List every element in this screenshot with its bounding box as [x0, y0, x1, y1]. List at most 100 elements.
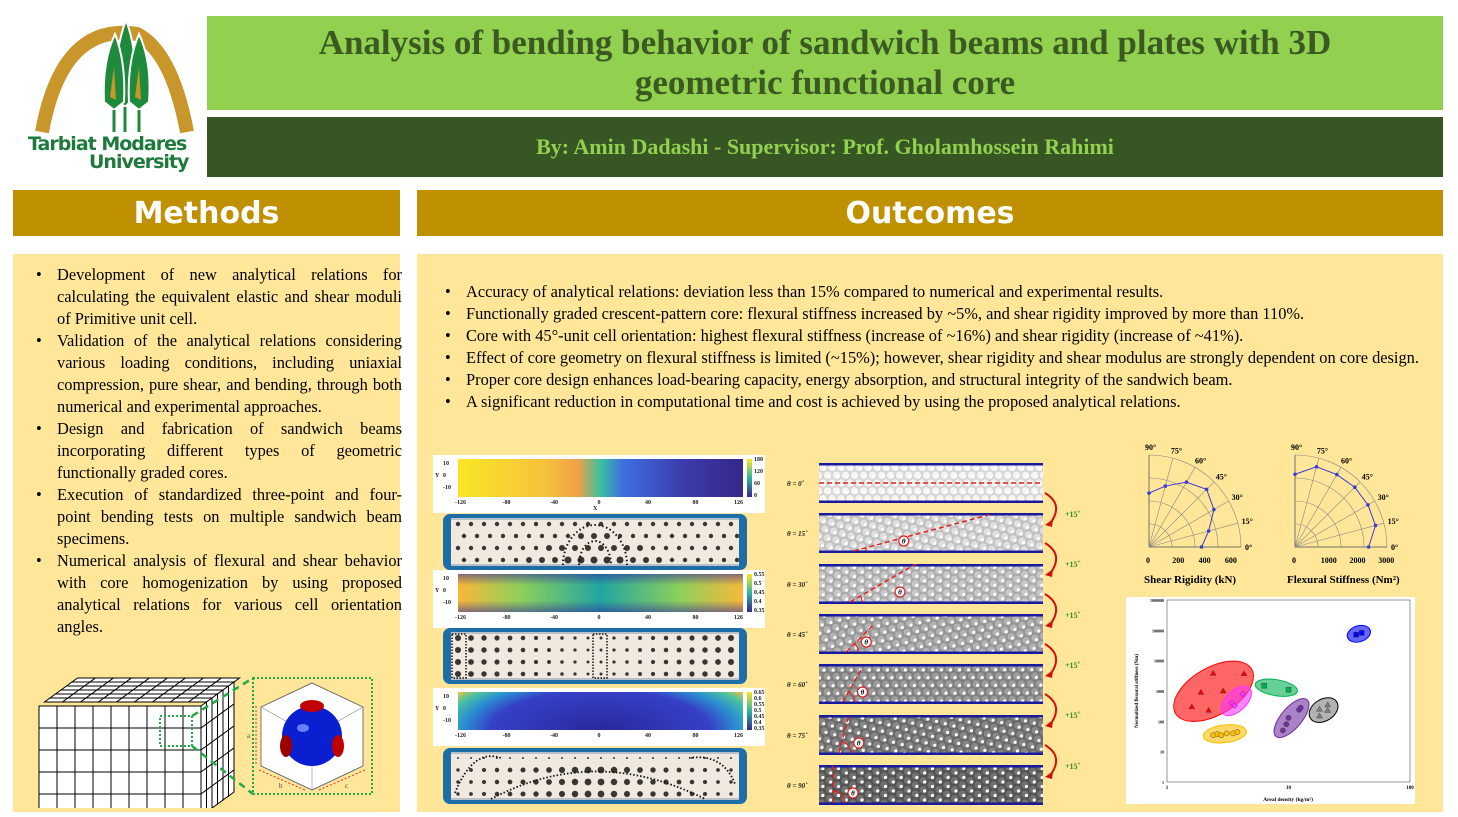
- methods-item: Development of new analytical relations …: [26, 264, 402, 330]
- contour-plot: -126 -80 -40 0 40 80 126 10 0 -10 Y 180 120 60 0: [433, 455, 765, 513]
- scatter-point: [1239, 690, 1247, 698]
- angle-label: 75°: [1317, 446, 1328, 455]
- polar1-title: Shear Rigidity (kN): [1144, 574, 1237, 586]
- orientation-label: θ = 15˚: [787, 530, 808, 539]
- radial-tick-label: 0: [1292, 556, 1296, 565]
- x-tick-label: 10: [1286, 786, 1292, 791]
- scatter-point: [1223, 730, 1230, 737]
- polar-data-point: [1206, 529, 1211, 533]
- radial-tick-label: 1000: [1321, 556, 1337, 565]
- x-tick-label: 126: [734, 615, 743, 621]
- y-tick-label: 1000: [1156, 689, 1164, 694]
- rotation-arrow-icon: [1044, 492, 1057, 527]
- polar-data-point: [1184, 480, 1189, 484]
- scatter-point: [1316, 705, 1323, 712]
- orientation-label: θ = 60˚: [787, 681, 808, 690]
- beam-orientation-45: θ: [819, 613, 1043, 654]
- group-ellipse: [1254, 678, 1298, 697]
- y-tick-label: 10: [1160, 750, 1164, 755]
- polar-data-point: [1204, 487, 1209, 492]
- rotation-step-label: +15˚: [1065, 660, 1081, 670]
- y-tick-label: 1: [1162, 780, 1164, 785]
- beam-orientation-15: θ: [819, 513, 1043, 554]
- contour-map: [458, 574, 743, 612]
- beam-orientation-90: θ: [819, 764, 1043, 805]
- colorbar-label: 0: [754, 493, 757, 499]
- radial-tick-label: 200: [1172, 556, 1184, 565]
- scatter-point: [1205, 706, 1212, 713]
- scatter-point: [1240, 670, 1248, 676]
- angle-label: 15°: [1242, 517, 1253, 526]
- stiffness-density-scatter-chart: 1 10 100 1000 10000 100000 1000000 1 10 100 Areal …: [1126, 597, 1415, 804]
- scatter-point: [1353, 631, 1359, 638]
- orientation-label: θ = 75˚: [787, 731, 808, 740]
- radial-tick-label: 600: [1225, 556, 1237, 565]
- x-tick-label: 40: [645, 500, 651, 506]
- x-tick-label: 0: [597, 733, 601, 739]
- scatter-point: [1197, 688, 1205, 695]
- scatter-point: [1218, 732, 1225, 738]
- x-tick-label: -40: [550, 615, 558, 621]
- methods-item: Validation of the analytical relations c…: [26, 330, 402, 418]
- y-tick-label: 0: [443, 473, 446, 479]
- colorbar-label: 0.55: [754, 572, 765, 578]
- university-logo: Tarbiat Modares University: [22, 12, 198, 174]
- rotation-step-label: +15˚: [1065, 711, 1081, 721]
- unit-cell-figure: a b c: [38, 676, 373, 808]
- author-banner: By: Amin Dadashi - Supervisor: Prof. Gho…: [207, 117, 1443, 177]
- rotation-arrow-icon: [1044, 743, 1057, 779]
- orientation-label: θ = 0˚: [787, 480, 804, 488]
- scatter-point: [1231, 702, 1238, 709]
- x-tick-label: 80: [692, 733, 699, 739]
- polar-data-point: [1293, 472, 1297, 477]
- colorbar-label: 0.35: [754, 608, 765, 614]
- scatter-point: [1316, 712, 1323, 719]
- colorbar-label: 0.35: [754, 726, 765, 732]
- angle-label: 15°: [1388, 517, 1399, 526]
- angle-label: 30°: [1232, 493, 1243, 502]
- y-tick-label: 10000: [1154, 659, 1164, 664]
- rotation-step-label: +15˚: [1065, 610, 1081, 620]
- orientation-label: θ = 90˚: [787, 781, 808, 790]
- angle-label: 60°: [1341, 456, 1352, 465]
- angle-label: 45°: [1362, 472, 1373, 481]
- x-axis-label: Areal density (kg/m²): [1263, 796, 1313, 803]
- scatter-point: [1283, 721, 1290, 728]
- specimen-photo: [443, 514, 747, 570]
- angle-label: 30°: [1378, 493, 1389, 502]
- outcomes-heading: Outcomes: [417, 190, 1443, 236]
- radial-tick-label: 2000: [1350, 556, 1366, 565]
- x-tick-label: 126: [734, 500, 743, 506]
- y-tick-label: 10: [443, 576, 449, 582]
- flexural-stiffness-polar-chart: 0° 15° 30° 45° 60° 75° 90° 0 1000 2000 3000: [1283, 439, 1433, 589]
- y-tick-label: 0: [443, 706, 446, 712]
- logo-text-line2: University: [89, 151, 189, 173]
- specimen-photo: [443, 748, 747, 804]
- x-tick-label: 126: [734, 733, 743, 739]
- x-tick-label: -80: [502, 733, 511, 739]
- colorbar-label: 60: [754, 481, 760, 487]
- poster-title: Analysis of bending behavior of sandwich…: [318, 23, 1332, 102]
- authors: By: Amin Dadashi - Supervisor: Prof. Gho…: [536, 134, 1114, 159]
- scatter-point: [1261, 682, 1267, 689]
- outcome-item: Accuracy of analytical relations: deviat…: [435, 281, 1435, 303]
- x-tick-label: -40: [550, 733, 558, 739]
- outcome-item: Functionally graded crescent-pattern cor…: [435, 303, 1435, 325]
- dimension-a: a: [247, 732, 251, 740]
- polar-data-point: [1212, 507, 1216, 512]
- scatter-point: [1324, 706, 1332, 713]
- contour-map: [458, 459, 743, 497]
- outcome-item: Proper core design enhances load-bearing…: [435, 369, 1435, 391]
- specimen-photo: [443, 628, 747, 684]
- methods-item: Execution of standardized three-point an…: [26, 484, 402, 550]
- colorbar-label: 0.55: [754, 702, 765, 708]
- outcomes-list: Accuracy of analytical relations: deviat…: [435, 281, 1435, 413]
- scatter-point: [1228, 699, 1235, 707]
- scatter-point: [1280, 727, 1286, 734]
- y-tick-label: 10: [443, 694, 449, 700]
- scatter-point: [1219, 687, 1227, 694]
- rotation-step-label: +15˚: [1065, 560, 1081, 570]
- y-tick-label: 1000000: [1150, 598, 1164, 603]
- group-ellipse: [1346, 624, 1371, 643]
- x-tick-label: -80: [502, 615, 511, 621]
